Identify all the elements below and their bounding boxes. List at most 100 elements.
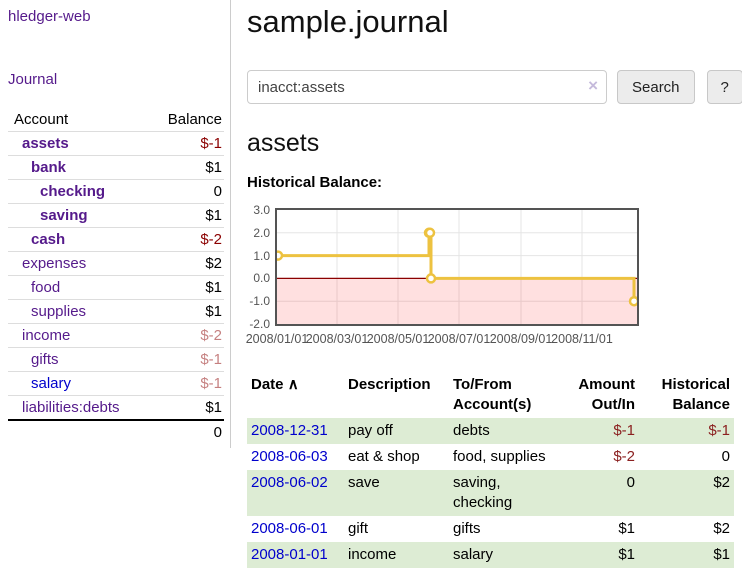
chart-title: Historical Balance: (247, 174, 383, 191)
search-input[interactable] (247, 70, 607, 104)
transaction-accounts: debts (453, 422, 490, 439)
transaction-description: gift (348, 520, 369, 537)
register-header-description: Description (348, 376, 431, 393)
account-link-assets[interactable]: assets (22, 135, 69, 152)
account-row: cash $-2 (8, 228, 224, 252)
account-row: salary $-1 (8, 372, 224, 396)
register-row: 2008-06-03 eat & shop food, supplies $-2 0 (247, 444, 734, 470)
transaction-date-link[interactable]: 2008-12-31 (251, 422, 328, 439)
search-help-button[interactable]: ? (706, 70, 742, 104)
transaction-date-link[interactable]: 2008-06-03 (251, 448, 328, 465)
register-row: 2008-12-31 pay off debts $-1 $-1 (247, 418, 734, 444)
transaction-description: income (348, 546, 397, 563)
transaction-amount: 0 (626, 474, 635, 491)
transaction-description: eat & shop (348, 448, 420, 465)
account-balance: $2 (205, 255, 222, 272)
account-row: bank $1 (8, 156, 224, 180)
main-content: sample.journal × Search ? assets Histori… (246, 0, 742, 568)
account-balance: $-1 (200, 351, 222, 368)
account-link-food[interactable]: food (31, 279, 61, 296)
accounts-table: Account Balance assets $-1 bank $1 checking 0… (8, 108, 224, 444)
transaction-balance: $-1 (708, 422, 730, 439)
y-axis-tick-label: -2.0 (249, 317, 270, 331)
account-row: food $1 (8, 276, 224, 300)
transaction-date-link[interactable]: 2008-06-02 (251, 474, 328, 491)
register-header-date[interactable]: Date ∧ (251, 376, 299, 393)
account-balance: $-2 (200, 231, 222, 248)
chart-plot-area (275, 208, 639, 326)
account-balance: $1 (205, 159, 222, 176)
x-axis-tick-label: 2008/07/01 (427, 332, 491, 346)
y-axis-tick-label: -1.0 (249, 294, 270, 309)
account-link-bank[interactable]: bank (31, 159, 67, 176)
transaction-accounts: gifts (453, 520, 481, 537)
transaction-balance: $1 (713, 546, 730, 563)
accounts-total-balance: 0 (213, 424, 222, 441)
account-link-expenses[interactable]: expenses (22, 255, 87, 272)
account-heading: assets (247, 129, 320, 157)
account-link-saving[interactable]: saving (40, 207, 88, 224)
account-balance: 0 (213, 183, 222, 200)
transaction-date-link[interactable]: 2008-01-01 (251, 546, 328, 563)
transaction-description: pay off (348, 422, 393, 439)
account-row: expenses $2 (8, 252, 224, 276)
account-row: gifts $-1 (8, 348, 224, 372)
account-link-cash[interactable]: cash (31, 231, 66, 248)
register-row: 2008-06-01 gift gifts $1 $2 (247, 516, 734, 542)
transaction-accounts: food, supplies (453, 448, 546, 465)
account-row: assets $-1 (8, 132, 224, 156)
accounts-header-balance: Balance (147, 108, 224, 132)
y-axis-tick-label: 1.0 (253, 248, 270, 263)
account-link-salary[interactable]: salary (31, 375, 72, 392)
page: hledger-web Journal Account Balance asse… (0, 0, 742, 568)
search-box: × (247, 70, 607, 104)
transaction-accounts: saving, checking (453, 474, 513, 511)
register-header-balance: Historical Balance (661, 376, 730, 413)
transaction-date-link[interactable]: 2008-06-01 (251, 520, 328, 537)
transaction-amount: $-2 (613, 448, 635, 465)
account-row: liabilities:debts $1 (8, 396, 224, 420)
sort-asc-icon: ∧ (287, 376, 299, 393)
transaction-balance: 0 (721, 448, 730, 465)
register-header-accounts: To/From Account(s) (453, 376, 532, 413)
account-balance: $-1 (200, 135, 222, 152)
account-balance: $1 (205, 399, 222, 416)
x-axis-tick-label: 2008/11/01 (551, 332, 613, 346)
y-axis-tick-label: 0.0 (253, 271, 270, 286)
account-balance: $1 (205, 279, 222, 296)
register-row: 2008-01-01 income salary $1 $1 (247, 542, 734, 568)
page-title: sample.journal (247, 4, 449, 39)
accounts-header-row: Account Balance (8, 108, 224, 132)
register-header-amount: Amount Out/In (578, 376, 635, 413)
account-balance: $-2 (200, 327, 222, 344)
transaction-amount: $-1 (613, 422, 635, 439)
search-button[interactable]: Search (617, 70, 695, 104)
nav-journal-link[interactable]: Journal (8, 71, 58, 88)
account-link-liabilities-debts[interactable]: liabilities:debts (22, 399, 120, 416)
account-balance: $1 (205, 207, 222, 224)
search-form: × Search ? (247, 70, 742, 104)
transaction-amount: $1 (618, 520, 635, 537)
accounts-header-account: Account (8, 108, 148, 132)
register-header-row: Date ∧ Description To/From Account(s) Amo… (247, 372, 734, 418)
transaction-description: save (348, 474, 380, 491)
account-balance: $1 (205, 303, 222, 320)
account-row: income $-2 (8, 324, 224, 348)
account-link-checking[interactable]: checking (40, 183, 106, 200)
transaction-balance: $2 (713, 474, 730, 491)
clear-search-icon[interactable]: × (588, 76, 598, 95)
accounts-total-row: 0 (8, 420, 224, 444)
register-table: Date ∧ Description To/From Account(s) Amo… (247, 372, 734, 568)
y-axis-tick-label: 2.0 (253, 225, 270, 240)
sidebar: hledger-web Journal Account Balance asse… (0, 0, 231, 448)
x-axis-tick-label: 2008/03/01 (305, 332, 369, 346)
y-axis-tick-label: 3.0 (253, 203, 270, 217)
brand-link[interactable]: hledger-web (8, 8, 91, 25)
register-row: 2008-06-02 save saving, checking 0 $2 (247, 470, 734, 516)
account-link-supplies[interactable]: supplies (31, 303, 87, 320)
account-link-gifts[interactable]: gifts (31, 351, 59, 368)
x-axis-tick-label: 2008/05/01 (366, 332, 430, 346)
account-link-income[interactable]: income (22, 327, 71, 344)
transaction-amount: $1 (618, 546, 635, 563)
historical-balance-chart[interactable]: $ 3.0 2.0 1.0 0.0 -1.0 -2.0 2008/01/01 2008/03/… (246, 203, 734, 350)
